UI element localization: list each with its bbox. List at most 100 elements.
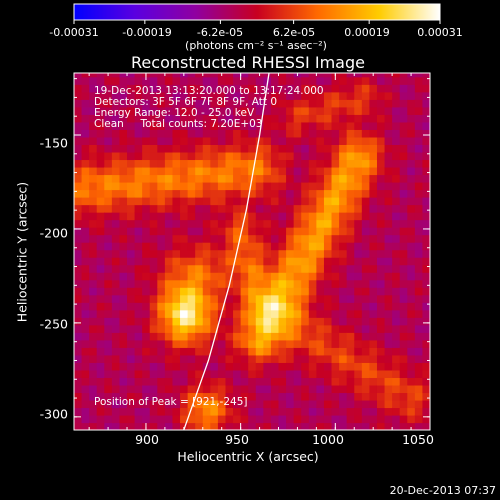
heatmap-cell <box>392 287 401 296</box>
heatmap-cell <box>74 99 83 108</box>
heatmap-cell <box>127 264 136 273</box>
heatmap-cell <box>202 99 211 108</box>
heatmap-cell <box>278 392 287 401</box>
heatmap-cell <box>301 212 310 221</box>
heatmap-cell <box>278 347 287 356</box>
heatmap-cell <box>127 174 136 183</box>
heatmap-cell <box>195 121 204 130</box>
heatmap-cell <box>104 99 113 108</box>
heatmap-cell <box>255 369 264 378</box>
heatmap-cell <box>210 129 219 138</box>
heatmap-cell <box>180 362 189 371</box>
heatmap-cell <box>392 106 401 115</box>
heatmap-cell <box>286 166 295 176</box>
heatmap-cell <box>286 212 295 221</box>
heatmap-cell <box>96 76 105 85</box>
heatmap-cell <box>111 362 121 371</box>
heatmap-cell <box>399 151 408 161</box>
heatmap-cell <box>301 362 310 371</box>
heatmap-cell <box>301 76 310 85</box>
heatmap-cell <box>187 369 196 378</box>
heatmap-cell <box>339 309 348 318</box>
heatmap-cell <box>81 76 90 85</box>
heatmap-cell <box>361 227 370 236</box>
heatmap-cell <box>119 302 128 311</box>
heatmap-cell <box>180 392 189 401</box>
heatmap-cell <box>392 129 401 138</box>
heatmap-cell <box>414 106 424 115</box>
heatmap-cell <box>225 264 234 273</box>
heatmap-cell <box>339 166 348 176</box>
heatmap-cell <box>104 257 113 266</box>
heatmap-cell <box>293 317 302 326</box>
heatmap-cell <box>346 144 355 153</box>
heatmap-cell <box>376 369 386 378</box>
heatmap-cell <box>96 354 105 363</box>
heatmap-cell <box>81 204 90 213</box>
heatmap-cell <box>233 136 242 145</box>
heatmap-cell <box>187 309 196 318</box>
heatmap-cell <box>217 129 227 138</box>
heatmap-cell <box>316 302 325 311</box>
heatmap-cell <box>422 369 430 378</box>
heatmap-cell <box>270 212 280 221</box>
heatmap-cell <box>346 347 355 356</box>
heatmap-cell <box>142 287 151 296</box>
heatmap-cell <box>308 354 317 363</box>
heatmap-cell <box>331 309 340 318</box>
heatmap-cell <box>301 384 310 394</box>
heatmap-cell <box>361 219 370 228</box>
heatmap-cell <box>225 219 234 228</box>
heatmap-cell <box>180 422 189 430</box>
heatmap-cell <box>346 332 355 341</box>
heatmap-cell <box>301 272 310 281</box>
heatmap-cell <box>225 84 234 93</box>
heatmap-cell <box>286 234 295 243</box>
heatmap-cell <box>263 324 272 333</box>
heatmap-cell <box>172 234 181 243</box>
heatmap-cell <box>308 181 317 191</box>
heatmap-cell <box>293 407 302 416</box>
heatmap-cell <box>217 332 227 341</box>
heatmap-cell <box>339 369 348 378</box>
heatmap-cell <box>339 204 348 213</box>
heatmap-cell <box>149 189 158 198</box>
heatmap-cell <box>331 212 340 221</box>
heatmap-cell <box>89 121 98 130</box>
heatmap-cell <box>346 392 355 401</box>
x-tick-label: 1000 <box>312 432 344 447</box>
heatmap-cell <box>157 204 166 213</box>
heatmap-cell <box>376 377 386 386</box>
heatmap-cell <box>134 129 143 138</box>
heatmap-cell <box>384 84 393 93</box>
heatmap-cell <box>361 414 370 424</box>
heatmap-cell <box>263 166 272 176</box>
heatmap-cell <box>217 212 227 221</box>
heatmap-cell <box>270 73 280 78</box>
heatmap-cell <box>202 242 211 251</box>
heatmap-cell <box>376 332 386 341</box>
heatmap-cell <box>111 227 121 236</box>
x-tick-label: 900 <box>135 432 159 447</box>
heatmap-cell <box>164 249 174 258</box>
heatmap-cell <box>180 99 189 108</box>
heatmap-cell <box>369 302 378 311</box>
heatmap-cell <box>331 377 340 386</box>
heatmap-cell <box>233 129 242 138</box>
heatmap-cell <box>407 257 416 266</box>
heatmap-cell <box>74 294 83 303</box>
heatmap-cell <box>164 317 174 326</box>
heatmap-cell <box>195 99 204 108</box>
heatmap-cell <box>74 407 83 416</box>
y-tick-label: -150 <box>39 135 68 151</box>
heatmap-cell <box>142 121 151 130</box>
heatmap-cell <box>149 369 158 378</box>
heatmap-cell <box>286 144 295 153</box>
heatmap-cell <box>89 73 98 78</box>
heatmap-cell <box>142 407 151 416</box>
heatmap-cell <box>407 399 416 409</box>
heatmap-cell <box>89 324 98 333</box>
heatmap-cell <box>195 151 204 161</box>
heatmap-cell <box>111 174 121 183</box>
heatmap-cell <box>89 407 98 416</box>
